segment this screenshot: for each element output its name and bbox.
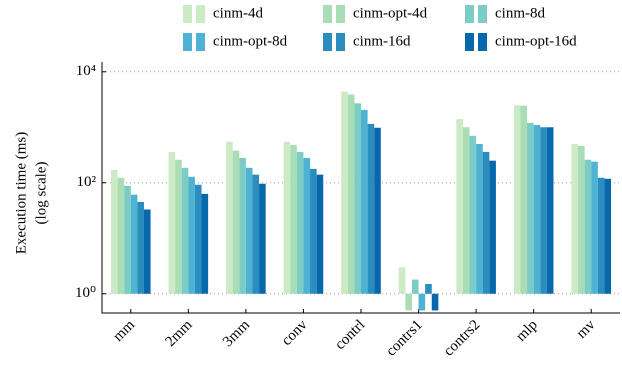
bar bbox=[431, 293, 439, 311]
legend-entry: cinm-16d bbox=[323, 33, 411, 51]
bar bbox=[252, 174, 260, 294]
x-tick-label: 2mm bbox=[162, 317, 195, 350]
bar bbox=[546, 127, 554, 294]
legend-swatch bbox=[323, 5, 332, 23]
y-axis-label-line: (log scale) bbox=[33, 162, 49, 225]
legend-entry: cinm-opt-4d bbox=[323, 5, 428, 23]
legend-label: cinm-opt-16d bbox=[495, 33, 577, 49]
bar bbox=[520, 105, 528, 294]
bar bbox=[175, 159, 182, 294]
bar bbox=[571, 143, 579, 294]
legend-label: cinm-opt-4d bbox=[353, 5, 428, 21]
bar bbox=[110, 169, 118, 294]
bar bbox=[361, 109, 368, 294]
bar bbox=[124, 185, 131, 294]
bar bbox=[578, 145, 585, 294]
bar bbox=[533, 124, 541, 294]
legend-swatch bbox=[465, 5, 474, 23]
bar bbox=[367, 123, 375, 294]
bar bbox=[232, 150, 240, 294]
bar bbox=[462, 127, 470, 294]
x-tick-label: mlp bbox=[513, 317, 541, 345]
bar bbox=[290, 144, 297, 294]
bar bbox=[354, 103, 361, 294]
bar bbox=[482, 151, 490, 294]
legend-entry: cinm-opt-16d bbox=[465, 33, 577, 51]
bar bbox=[374, 127, 381, 294]
legend-swatch bbox=[478, 5, 487, 23]
bar bbox=[540, 127, 547, 294]
bar bbox=[316, 174, 324, 294]
bar bbox=[398, 267, 406, 294]
bar bbox=[283, 141, 291, 294]
bar bbox=[425, 283, 432, 294]
legend-entry: cinm-4d bbox=[183, 5, 263, 23]
bar bbox=[347, 94, 355, 294]
bar bbox=[489, 160, 496, 294]
bar bbox=[226, 141, 233, 294]
bar bbox=[418, 293, 426, 311]
x-tick-label: conv bbox=[279, 317, 311, 349]
y-axis-label: Execution time (ms) (log scale) bbox=[13, 132, 49, 254]
bar bbox=[188, 176, 195, 294]
x-tick-label: mv bbox=[574, 317, 599, 342]
bar bbox=[476, 143, 483, 294]
axis-frame bbox=[101, 62, 620, 314]
legend-swatch bbox=[465, 33, 474, 51]
bar bbox=[303, 157, 311, 294]
legend-swatch bbox=[183, 33, 192, 51]
bar bbox=[469, 135, 477, 294]
bar bbox=[168, 151, 176, 294]
bar bbox=[143, 209, 151, 294]
legend-swatch bbox=[336, 5, 345, 23]
bar bbox=[527, 122, 534, 294]
bar bbox=[310, 168, 317, 294]
bar bbox=[591, 161, 598, 294]
legend-swatch bbox=[323, 33, 332, 51]
legend-label: cinm-8d bbox=[495, 5, 545, 21]
bar bbox=[194, 184, 202, 294]
bar bbox=[137, 202, 144, 294]
bar bbox=[405, 293, 412, 311]
bar bbox=[117, 177, 125, 294]
bar bbox=[296, 151, 304, 294]
bar bbox=[245, 167, 253, 294]
x-tick-label: contrs2 bbox=[441, 317, 484, 360]
legend-swatch bbox=[196, 33, 205, 51]
x-tick-label: contrs1 bbox=[383, 317, 426, 360]
bar bbox=[604, 178, 612, 294]
bar bbox=[181, 167, 189, 294]
bar bbox=[513, 105, 521, 294]
legend-entry: cinm-8d bbox=[465, 5, 545, 23]
bar bbox=[201, 193, 209, 294]
x-tick-label: contrl bbox=[332, 317, 368, 353]
bar bbox=[584, 159, 592, 294]
bar bbox=[341, 91, 348, 294]
y-axis-label-line: Execution time (ms) bbox=[13, 132, 29, 254]
y-tick-label: 10² bbox=[77, 174, 97, 190]
legend-swatch bbox=[196, 5, 205, 23]
bar bbox=[456, 119, 463, 294]
legend-swatch bbox=[183, 5, 192, 23]
x-tick-label: 3mm bbox=[220, 317, 253, 350]
bar bbox=[130, 194, 138, 294]
legend-swatch bbox=[478, 33, 487, 51]
legend-label: cinm-4d bbox=[213, 5, 263, 21]
x-tick-label: mm bbox=[110, 317, 138, 345]
y-tick-label: 10⁰ bbox=[75, 285, 96, 301]
bar bbox=[259, 183, 266, 294]
legend-label: cinm-16d bbox=[353, 33, 411, 49]
bar bbox=[411, 279, 419, 294]
legend-swatch bbox=[336, 33, 345, 51]
bar bbox=[239, 157, 246, 294]
y-tick-label: 10⁴ bbox=[76, 63, 96, 79]
bar bbox=[597, 177, 605, 294]
legend-label: cinm-opt-8d bbox=[213, 33, 288, 49]
legend-entry: cinm-opt-8d bbox=[183, 33, 288, 51]
